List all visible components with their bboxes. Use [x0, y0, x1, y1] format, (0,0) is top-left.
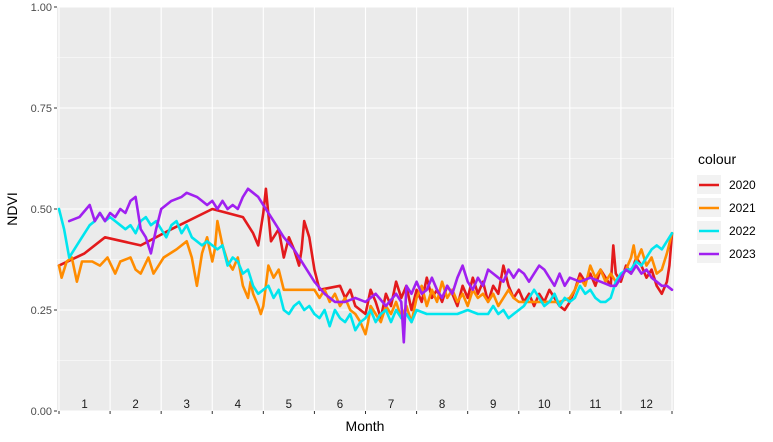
y-tick-label: 0.00: [31, 406, 52, 418]
month-label: 9: [490, 399, 496, 411]
month-label: 2: [132, 399, 138, 411]
y-tick-label: 0.75: [31, 103, 52, 115]
x-axis: 1 2 3 4 5 6 7 8 9 10 11 12: [58, 399, 673, 414]
month-label: 5: [286, 399, 292, 411]
month-label: 4: [235, 399, 242, 411]
legend-label-2020: 2020: [729, 178, 756, 192]
legend-label-2022: 2022: [729, 224, 756, 238]
month-label: 12: [640, 399, 653, 411]
month-label: 1: [81, 399, 87, 411]
y-tick-label: 0.25: [31, 305, 52, 317]
series-line-2022: [57, 207, 674, 332]
month-label: 6: [337, 399, 343, 411]
x-axis-title: Month: [346, 418, 385, 434]
series-lines: [57, 187, 674, 344]
month-label: 11: [589, 399, 601, 411]
series-line-2021: [57, 219, 674, 336]
legend-label-2023: 2023: [729, 247, 756, 261]
legend-label-2021: 2021: [729, 201, 756, 215]
y-tick-label: 0.50: [31, 204, 52, 216]
y-tick-label: 1.00: [31, 2, 52, 14]
series-line-2023: [67, 187, 674, 344]
legend-title: colour: [698, 151, 736, 167]
month-label: 3: [184, 399, 190, 411]
y-axis: 0.00 0.25 0.50 0.75 1.00: [31, 2, 57, 418]
y-axis-title: NDVI: [4, 192, 20, 225]
month-label: 10: [538, 399, 551, 411]
month-label: 8: [439, 399, 445, 411]
month-label: 7: [388, 399, 394, 411]
legend: colour 2020 2021 2022 2023: [697, 151, 756, 263]
